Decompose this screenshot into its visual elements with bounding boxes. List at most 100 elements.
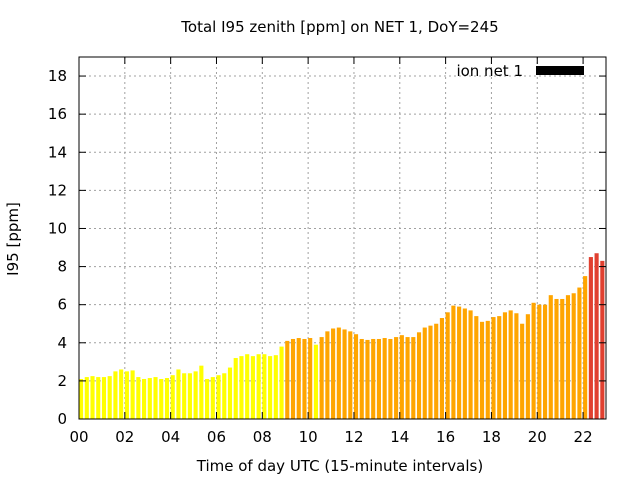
- bar: [159, 378, 164, 419]
- bar: [445, 312, 450, 419]
- legend-swatch: [536, 66, 584, 75]
- bar: [193, 371, 198, 419]
- bar: [514, 313, 519, 419]
- bar: [227, 367, 233, 419]
- bar: [542, 304, 548, 419]
- bar: [565, 295, 571, 419]
- bar: [600, 260, 605, 419]
- bar: [273, 355, 278, 419]
- bar: [302, 338, 307, 419]
- bar: [554, 298, 559, 419]
- x-tick-label: 20: [528, 428, 547, 446]
- x-tick-label: 10: [299, 428, 318, 446]
- bar: [531, 302, 536, 419]
- legend-label: ion net 1: [456, 62, 523, 80]
- bar: [394, 337, 399, 419]
- bar: [583, 276, 588, 419]
- bar: [262, 354, 267, 419]
- bar: [113, 371, 118, 419]
- bar: [136, 377, 141, 419]
- bar: [359, 338, 364, 419]
- bar: [233, 358, 238, 419]
- bar: [434, 323, 439, 419]
- x-tick-label: 02: [115, 428, 134, 446]
- bar: [96, 377, 101, 419]
- bar: [594, 253, 599, 419]
- bar: [388, 338, 393, 419]
- chart-title: Total I95 zenith [ppm] on NET 1, DoY=245: [180, 18, 498, 36]
- bar: [422, 327, 427, 419]
- bar: [439, 318, 445, 419]
- bar: [571, 293, 576, 419]
- x-tick-label: 18: [482, 428, 501, 446]
- bar: [79, 378, 84, 419]
- bar: [245, 354, 250, 419]
- bar: [342, 329, 347, 419]
- bar: [382, 338, 387, 419]
- x-tick-label: 22: [574, 428, 593, 446]
- bar: [176, 369, 181, 419]
- bar: [210, 377, 215, 419]
- bars: [79, 253, 605, 419]
- bar: [268, 356, 273, 419]
- bar: [279, 346, 284, 419]
- x-tick-label: 08: [253, 428, 272, 446]
- bar: [399, 335, 404, 419]
- bar: [199, 365, 204, 419]
- bar: [296, 338, 301, 419]
- bar: [479, 321, 485, 419]
- bar: [285, 340, 290, 419]
- bar: [588, 257, 593, 419]
- bar: [124, 371, 129, 419]
- bar: [560, 298, 565, 419]
- bar: [147, 378, 152, 419]
- bar: [336, 327, 341, 419]
- bar: [525, 314, 530, 419]
- x-tick-label: 12: [344, 428, 363, 446]
- x-tick-label: 14: [390, 428, 409, 446]
- bar: [164, 378, 170, 419]
- plot-frame: [78, 56, 607, 420]
- legend: ion net 1: [456, 62, 584, 80]
- x-tick-label: 16: [436, 428, 455, 446]
- bar: [508, 310, 513, 419]
- bar: [348, 331, 353, 419]
- bar: [485, 320, 490, 419]
- bar: [216, 375, 221, 419]
- bar: [313, 344, 318, 419]
- bar: [548, 295, 553, 419]
- bar: [119, 369, 124, 419]
- bar: [222, 373, 227, 419]
- bar: [468, 310, 473, 419]
- bar: [90, 376, 95, 419]
- y-axis-label: I95 [ppm]: [4, 202, 22, 276]
- bar: [577, 287, 582, 419]
- bar: [142, 378, 147, 419]
- bar: [182, 373, 187, 419]
- y-tick-label: 16: [48, 105, 67, 123]
- bar: [416, 332, 422, 419]
- y-tick-label: 6: [57, 296, 67, 314]
- bar: [153, 377, 158, 419]
- x-tick-label: 06: [207, 428, 226, 446]
- bar: [537, 304, 542, 419]
- bar: [428, 325, 433, 419]
- y-tick-label: 4: [57, 334, 67, 352]
- bar: [474, 316, 479, 419]
- y-tick-label: 14: [48, 143, 67, 161]
- bar: [319, 337, 324, 419]
- bar: [462, 308, 467, 419]
- bar: [239, 356, 244, 419]
- bar: [331, 328, 336, 419]
- bar: [457, 306, 462, 419]
- bar: [411, 337, 416, 419]
- x-tick-label: 00: [69, 428, 88, 446]
- y-tick-label: 0: [57, 410, 67, 428]
- bar: [502, 312, 508, 419]
- bar: [308, 338, 313, 419]
- bar: [205, 378, 210, 419]
- bar: [376, 338, 381, 419]
- bar: [365, 339, 370, 419]
